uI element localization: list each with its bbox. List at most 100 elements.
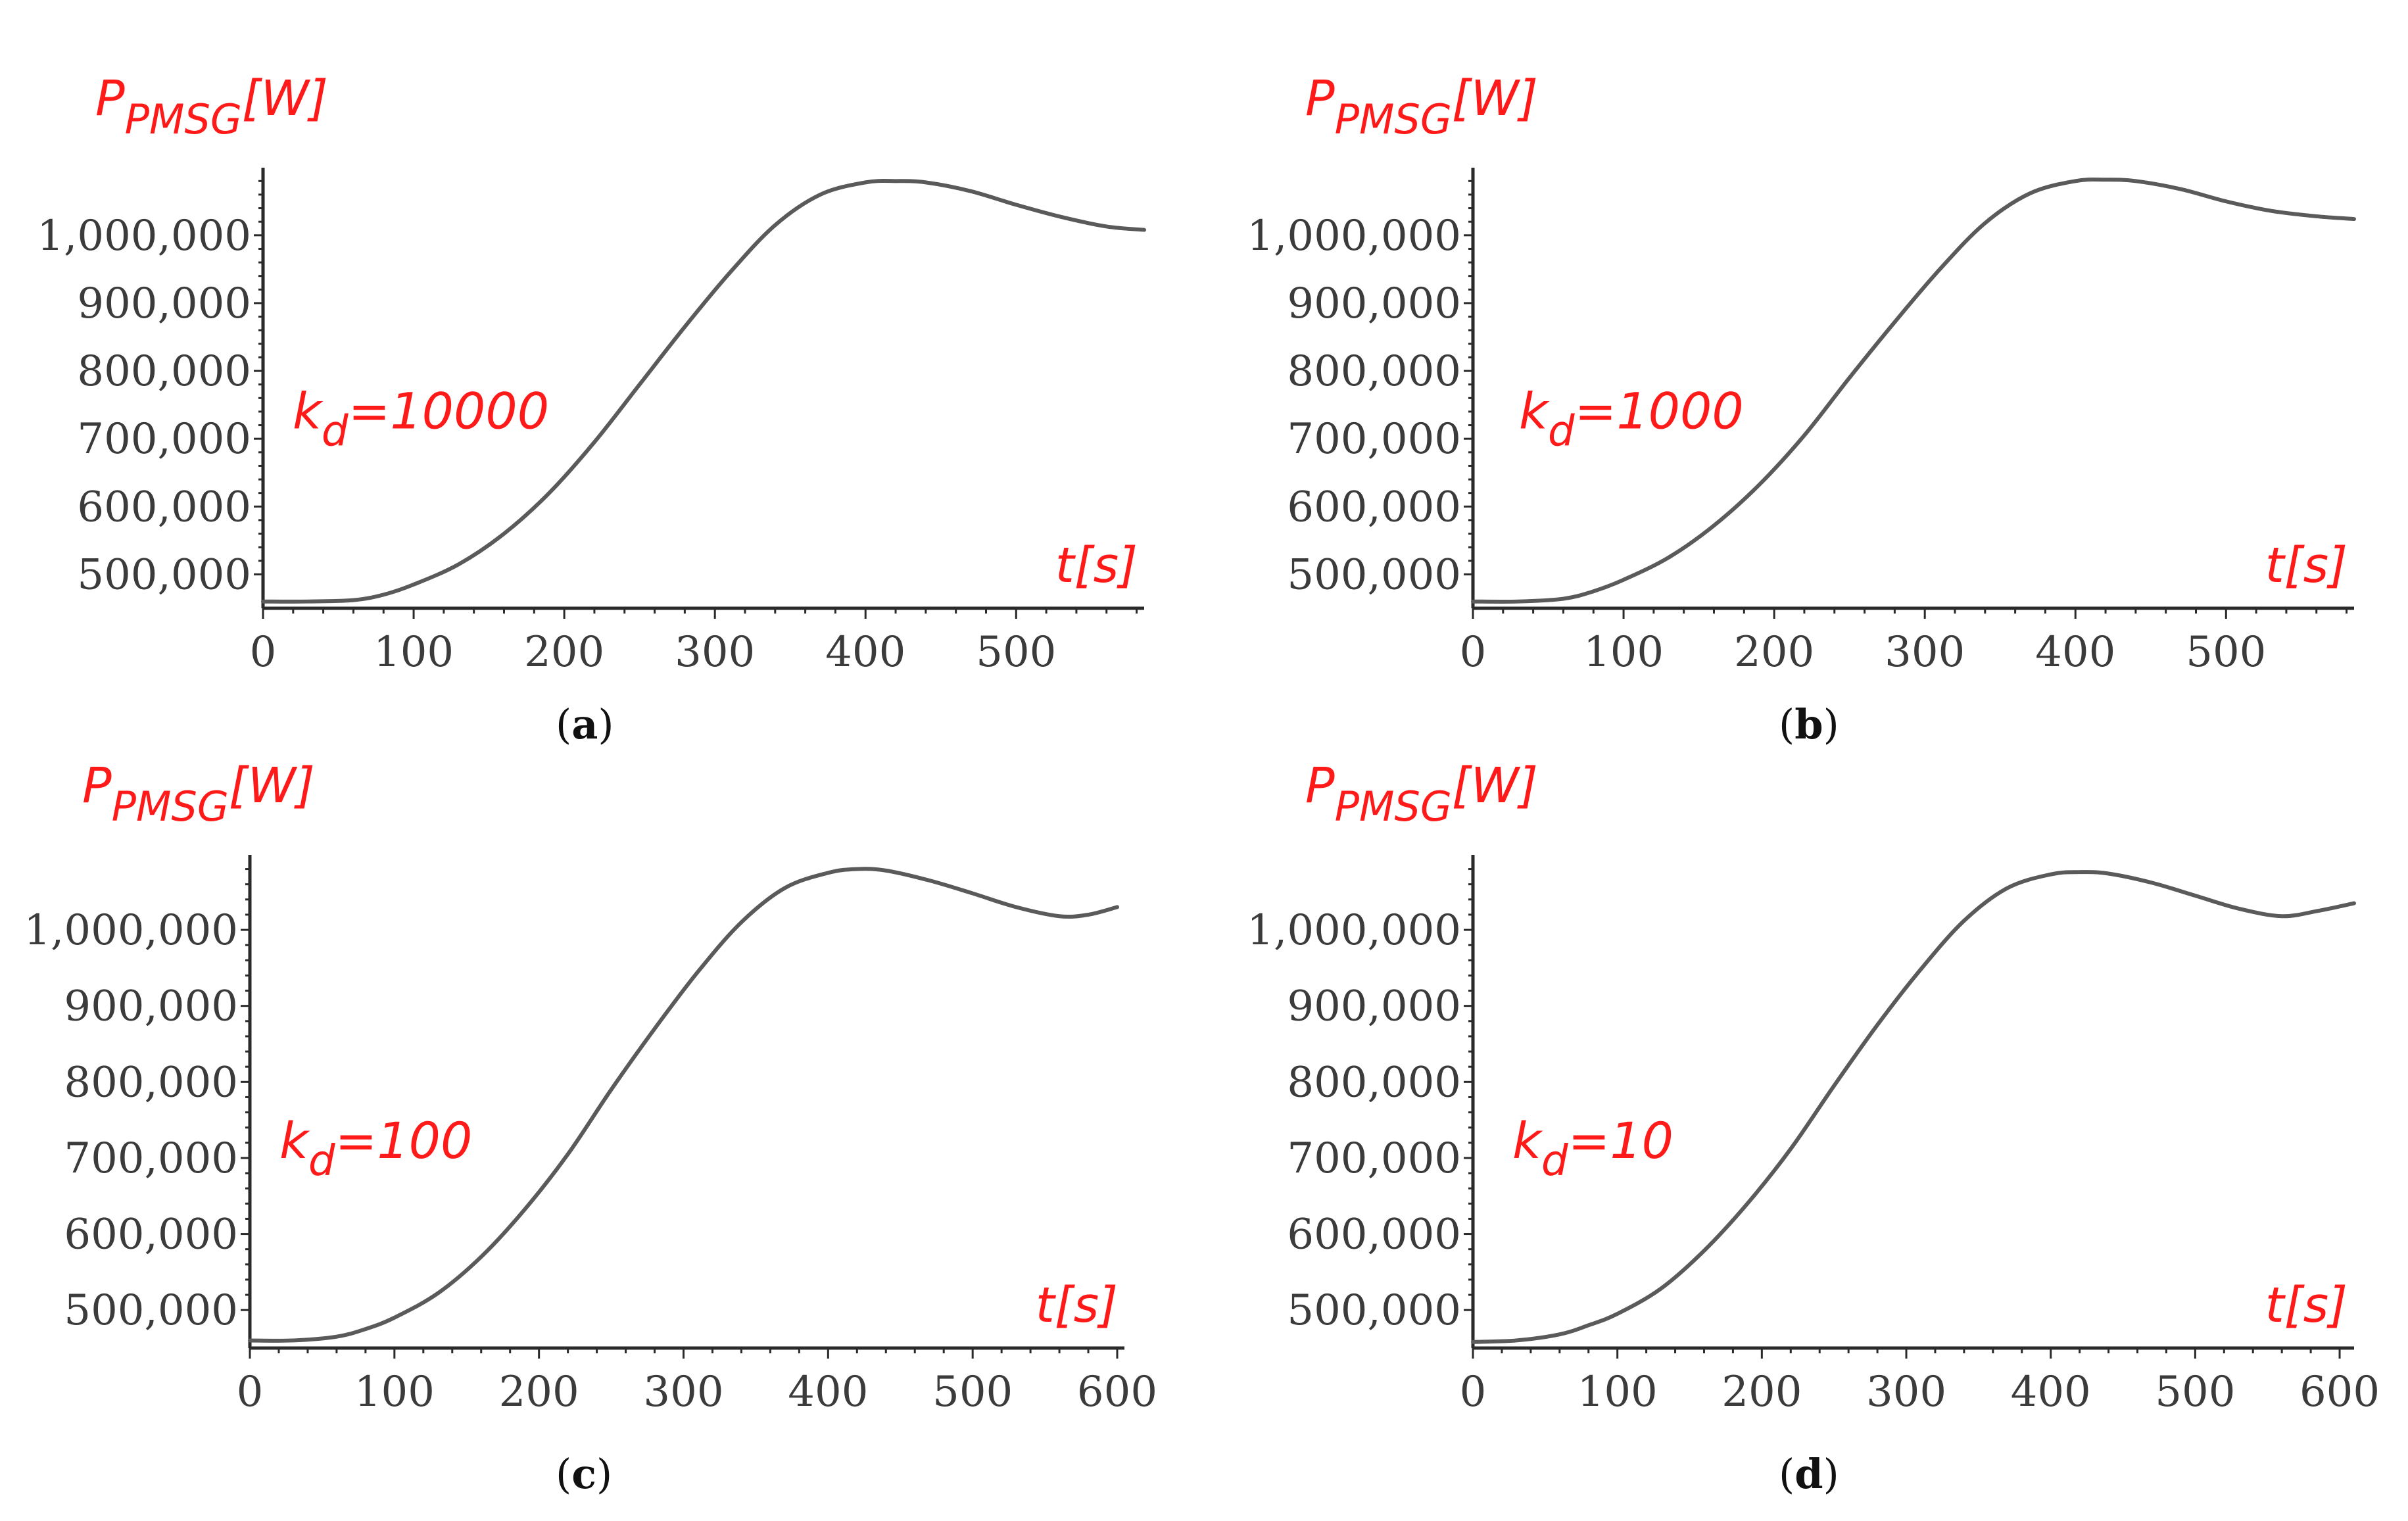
y-tick-label: 600,000 <box>64 1211 238 1259</box>
x-tick-label: 600 <box>2300 1368 2380 1416</box>
y-tick-label: 900,000 <box>1287 279 1461 328</box>
x-tick-label: 600 <box>1077 1368 1157 1416</box>
y-tick-label: 800,000 <box>1287 347 1461 396</box>
x-tick-label: 200 <box>524 628 604 677</box>
y-tick-label: 600,000 <box>1287 1211 1461 1259</box>
y-tick-label: 500,000 <box>1287 1286 1461 1335</box>
x-tick-label: 0 <box>1460 628 1487 677</box>
x-tick-label: 0 <box>1460 1368 1487 1416</box>
y-axis-title-main: P <box>1305 70 1335 127</box>
caption-b: (b) <box>1779 700 1839 748</box>
y-tick-label: 1,000,000 <box>37 212 251 260</box>
x-tick-label: 500 <box>976 628 1056 677</box>
kd-annotation-k: k <box>279 1111 310 1170</box>
x-axis-title: t[s] <box>1036 1277 1118 1334</box>
kd-annotation-k: k <box>1512 1111 1543 1170</box>
y-tick-label: 600,000 <box>1287 483 1461 531</box>
x-tick-label: 400 <box>2035 628 2115 677</box>
y-axis-title-unit: [W] <box>1452 70 1538 127</box>
kd-annotation-value: =100 <box>335 1111 473 1170</box>
kd-annotation: kd=10 <box>1512 1111 1674 1186</box>
y-axis-title-main: P <box>1305 758 1335 814</box>
y-tick-label: 800,000 <box>1287 1058 1461 1107</box>
kd-annotation-value: =10 <box>1568 1111 1674 1170</box>
kd-annotation-sub: d <box>1548 408 1575 456</box>
x-tick-label: 400 <box>788 1368 868 1416</box>
caption-c: (c) <box>556 1450 613 1498</box>
x-tick-label: 400 <box>825 628 905 677</box>
y-tick-label: 1,000,000 <box>24 906 238 955</box>
x-tick-label: 200 <box>499 1368 579 1416</box>
y-axis-title: PPMSG[W] <box>95 70 328 143</box>
series-line-a <box>261 179 1146 604</box>
x-tick-label: 500 <box>2186 628 2266 677</box>
y-tick-label: 500,000 <box>64 1286 238 1335</box>
y-tick-label: 700,000 <box>1287 415 1461 464</box>
y-axis-title: PPMSG[W] <box>82 758 315 831</box>
caption-a: (a) <box>556 700 614 748</box>
y-axis-title-unit: [W] <box>1452 758 1538 814</box>
y-tick-label: 500,000 <box>77 550 251 599</box>
kd-annotation-k: k <box>293 382 324 441</box>
x-tick-label: 200 <box>1734 628 1814 677</box>
chart-svg-c: 500,000 600,000 700,000 800,000 900,000 1,000… <box>24 758 1157 1416</box>
y-axis-title-sub: PMSG <box>1335 783 1452 831</box>
y-axis-title-main: P <box>82 758 112 814</box>
x-tick-label: 0 <box>237 1368 264 1416</box>
y-tick-label: 700,000 <box>64 1134 238 1183</box>
kd-annotation-sub: d <box>1541 1137 1568 1186</box>
x-tick-label: 300 <box>1866 1368 1946 1416</box>
y-tick-label: 900,000 <box>1287 982 1461 1031</box>
y-axis-title: PPMSG[W] <box>1305 70 1538 143</box>
kd-annotation-k: k <box>1519 382 1550 441</box>
y-axis-title-sub: PMSG <box>125 95 242 143</box>
y-tick-label: 900,000 <box>64 982 238 1031</box>
kd-annotation: kd=100 <box>279 1111 472 1186</box>
kd-annotation-value: =10000 <box>349 382 549 441</box>
x-axis-title: t[s] <box>2265 1277 2348 1334</box>
y-axis-title: PPMSG[W] <box>1305 758 1538 831</box>
x-axis-title: t[s] <box>2265 537 2348 594</box>
y-axis-title-unit: [W] <box>242 70 328 127</box>
y-axis-title-sub: PMSG <box>112 783 229 831</box>
chart-panel-b: 500,000 600,000 700,000 800,000 900,000 1,000… <box>1210 0 2380 748</box>
kd-annotation: kd=10000 <box>293 382 549 456</box>
x-tick-label: 0 <box>250 628 277 677</box>
x-tick-label: 400 <box>2011 1368 2091 1416</box>
kd-annotation-value: =1000 <box>1575 382 1744 441</box>
series-line-c <box>248 867 1120 1343</box>
y-axis-title-unit: [W] <box>229 758 315 814</box>
x-tick-label: 100 <box>1583 628 1664 677</box>
y-tick-label: 700,000 <box>1287 1134 1461 1183</box>
x-tick-label: 500 <box>932 1368 1013 1416</box>
chart-panel-c: 500,000 600,000 700,000 800,000 900,000 1,000… <box>0 753 1170 1498</box>
y-tick-label: 1,000,000 <box>1247 906 1461 955</box>
x-tick-label: 100 <box>354 1368 435 1416</box>
x-tick-label: 300 <box>643 1368 723 1416</box>
chart-panel-d: 500,000 600,000 700,000 800,000 900,000 1,000… <box>1210 753 2380 1498</box>
chart-svg-b: 500,000 600,000 700,000 800,000 900,000 1,000… <box>1247 70 2356 677</box>
y-axis-title-sub: PMSG <box>1335 95 1452 143</box>
y-tick-label: 600,000 <box>77 483 251 531</box>
series-line-b <box>1471 177 2356 604</box>
x-tick-label: 200 <box>1722 1368 1802 1416</box>
kd-annotation: kd=1000 <box>1519 382 1744 456</box>
x-tick-label: 300 <box>1885 628 1965 677</box>
chart-svg-d: 500,000 600,000 700,000 800,000 900,000 1,000… <box>1247 758 2380 1416</box>
y-tick-label: 800,000 <box>64 1058 238 1107</box>
chart-svg-a: 500,000 600,000 700,000 800,000 900,000 1,000… <box>37 70 1146 677</box>
y-axis-title-main: P <box>95 70 125 127</box>
chart-panel-a: 500,000 600,000 700,000 800,000 900,000 1,000… <box>0 0 1170 748</box>
y-tick-label: 700,000 <box>77 415 251 464</box>
x-tick-label: 100 <box>373 628 454 677</box>
x-tick-label: 100 <box>1577 1368 1658 1416</box>
y-tick-label: 800,000 <box>77 347 251 396</box>
y-tick-label: 500,000 <box>1287 550 1461 599</box>
y-tick-label: 1,000,000 <box>1247 212 1461 260</box>
y-tick-label: 900,000 <box>77 279 251 328</box>
caption-d: (d) <box>1779 1450 1839 1498</box>
kd-annotation-sub: d <box>308 1137 335 1186</box>
x-axis-title: t[s] <box>1055 537 1138 594</box>
kd-annotation-sub: d <box>322 408 349 456</box>
x-tick-label: 500 <box>2155 1368 2235 1416</box>
